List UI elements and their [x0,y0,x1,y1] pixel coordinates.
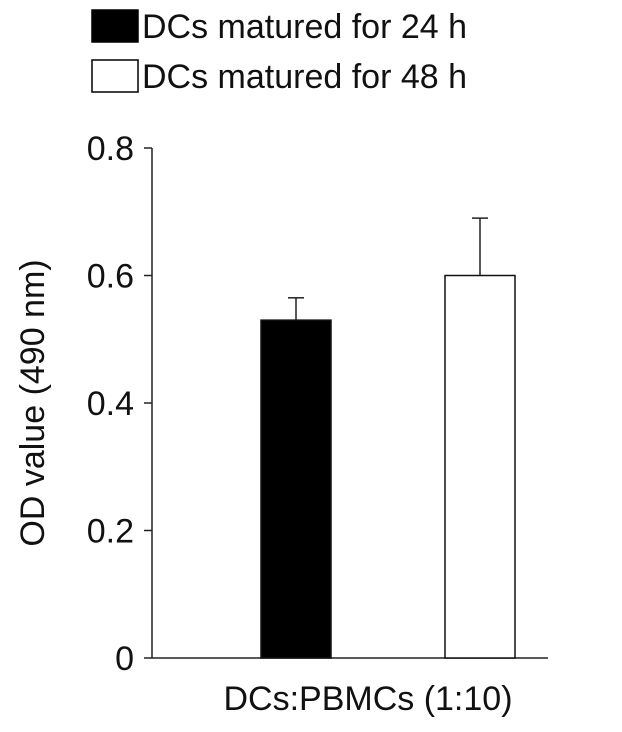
legend-swatch-48h [91,59,139,93]
y-axis-label: OD value (490 nm) [14,259,52,546]
y-tick-label: 0.4 [87,385,134,423]
bar-24h [260,319,332,659]
y-tick-label: 0.8 [87,130,134,168]
bar-48h [444,274,516,659]
legend: DCs matured for 24 h DCs matured for 48 … [91,8,467,96]
y-tick-label: 0 [115,640,134,678]
y-ticks: 0 0.2 0.4 0.6 0.8 [87,130,152,678]
x-axis-label: DCs:PBMCs (1:10) [223,680,512,718]
legend-label-24h: DCs matured for 24 h [142,8,467,46]
y-tick-label: 0.2 [87,513,134,551]
legend-swatch-24h [91,9,139,43]
bars [260,217,516,659]
legend-label-48h: DCs matured for 48 h [142,58,467,96]
y-tick-label: 0.6 [87,258,134,296]
